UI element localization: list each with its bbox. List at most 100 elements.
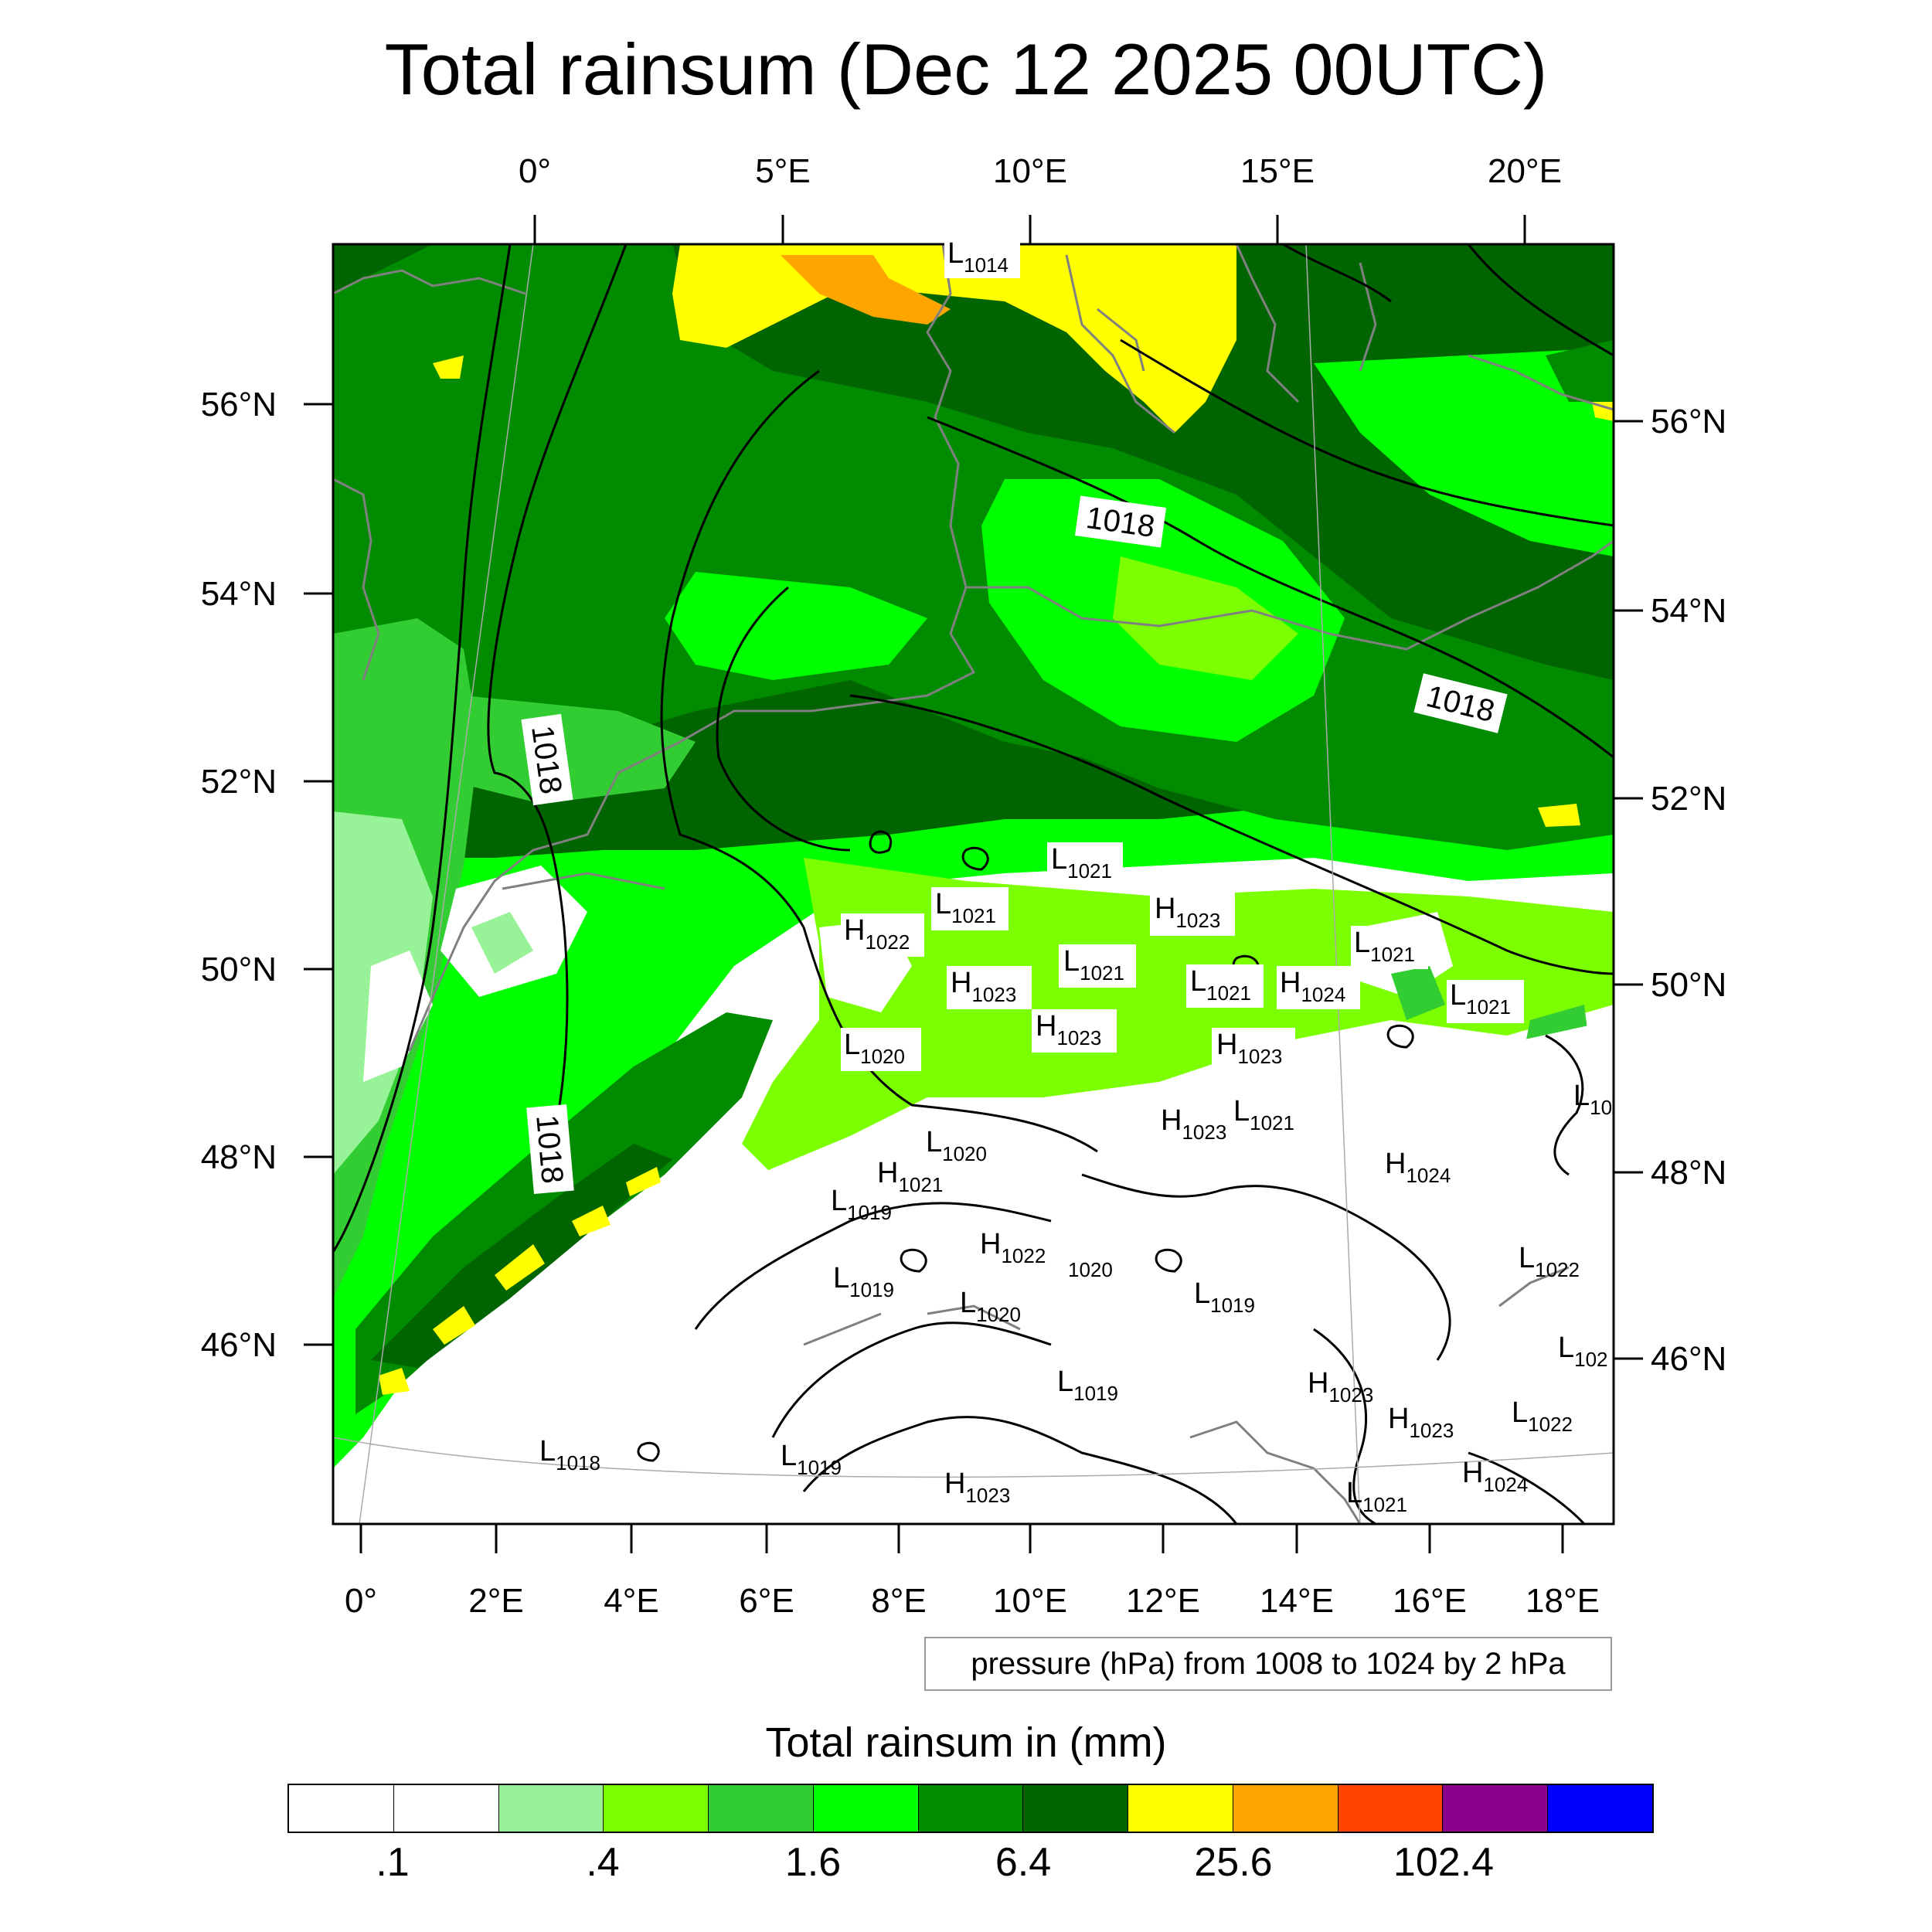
- left-lat-label: 50°N: [201, 951, 277, 988]
- bottom-lon-label: 12°E: [1126, 1582, 1200, 1620]
- pressure-centers: L1014 L1021 L1021 H1023 H1022 L1021 H102…: [539, 237, 1612, 1516]
- bottom-lon-label: 2°E: [468, 1582, 523, 1620]
- right-latitude-labels: 56°N 54°N 52°N 50°N 48°N 46°N: [1651, 403, 1726, 1378]
- colorbar-label: .1: [376, 1840, 410, 1885]
- pressure-center-label: L10: [1573, 1080, 1612, 1119]
- pressure-info-box: pressure (hPa) from 1008 to 1024 by 2 hP…: [924, 1637, 1612, 1691]
- precipitation-field: [333, 244, 1614, 1524]
- left-latitude-labels: 56°N 54°N 52°N 50°N 48°N 46°N: [201, 386, 277, 1364]
- colorbar-swatch: [813, 1785, 919, 1832]
- bottom-lon-label: 8°E: [871, 1582, 926, 1620]
- pressure-center-label: L1018: [539, 1435, 600, 1475]
- colorbar-label: 6.4: [995, 1840, 1052, 1885]
- pressure-center-label: H1023: [1388, 1403, 1454, 1442]
- pressure-center-label: L1021: [1233, 1095, 1294, 1134]
- colorbar-swatch: [918, 1785, 1024, 1832]
- pressure-center-label: H1021: [877, 1157, 943, 1196]
- pressure-center-label: L1019: [1194, 1277, 1255, 1317]
- pressure-center-label: L1019: [833, 1262, 894, 1301]
- pressure-center-label: H1023: [1155, 893, 1220, 932]
- colorbar: [287, 1784, 1654, 1833]
- colorbar-label: 102.4: [1393, 1840, 1495, 1885]
- pressure-center-label: L1019: [831, 1185, 892, 1224]
- top-lon-label: 0°: [519, 152, 551, 190]
- colorbar-swatch: [709, 1785, 814, 1832]
- right-lat-label: 54°N: [1651, 592, 1726, 630]
- right-lat-label: 50°N: [1651, 966, 1726, 1004]
- colorbar-label: 25.6: [1194, 1840, 1273, 1885]
- pressure-center-label: L1021: [1051, 843, 1112, 883]
- colorbar-swatch: [604, 1785, 709, 1832]
- pressure-center-label: H1024: [1385, 1148, 1451, 1187]
- pressure-center-label: L1021: [1450, 979, 1511, 1019]
- pressure-center-label: L1021: [1354, 927, 1415, 966]
- right-lat-label: 48°N: [1651, 1154, 1726, 1192]
- left-lat-label: 54°N: [201, 575, 277, 613]
- colorbar-swatch: [1338, 1785, 1444, 1832]
- top-lon-label: 20°E: [1488, 152, 1562, 190]
- colorbar-label: .4: [586, 1840, 620, 1885]
- bottom-lon-label: 14°E: [1260, 1582, 1334, 1620]
- left-lat-label: 56°N: [201, 386, 277, 423]
- pressure-center-label: L1020: [926, 1126, 987, 1165]
- left-lat-label: 46°N: [201, 1326, 277, 1364]
- right-lat-label: 46°N: [1651, 1340, 1726, 1378]
- bottom-lon-label: 18°E: [1526, 1582, 1600, 1620]
- pressure-center-label: H1022: [844, 914, 910, 954]
- colorbar-swatch: [1548, 1785, 1652, 1832]
- colorbar-swatch: [1443, 1785, 1549, 1832]
- colorbar-swatch: [1023, 1785, 1129, 1832]
- bottom-lon-label: 4°E: [604, 1582, 658, 1620]
- pressure-center-label: L1021: [935, 888, 996, 927]
- pressure-center-label: H1023: [1308, 1367, 1373, 1406]
- pressure-center-label: L102: [1558, 1332, 1608, 1371]
- pressure-center-label: L1020: [844, 1029, 905, 1068]
- pressure-center-label: H1023: [1161, 1104, 1226, 1144]
- bottom-lon-label: 16°E: [1393, 1582, 1467, 1620]
- pressure-center-label: L1022: [1512, 1396, 1573, 1436]
- isobars: [333, 244, 1614, 1524]
- pressure-center-label: H1023: [951, 967, 1016, 1006]
- right-lat-label: 52°N: [1651, 780, 1726, 818]
- left-lat-label: 52°N: [201, 763, 277, 801]
- pressure-center-label: L1014: [947, 237, 1009, 277]
- colorbar-swatch: [1128, 1785, 1233, 1832]
- bottom-longitude-labels: 0° 2°E 4°E 6°E 8°E 10°E 12°E 14°E 16°E 1…: [345, 1582, 1600, 1620]
- top-lon-label: 15°E: [1240, 152, 1315, 190]
- top-longitude-labels: 0° 5°E 10°E 15°E 20°E: [519, 152, 1562, 190]
- bottom-lon-label: 0°: [345, 1582, 377, 1620]
- pressure-center-label: H1024: [1462, 1457, 1528, 1496]
- map-title: Total rainsum (Dec 12 2025 00UTC): [384, 29, 1548, 110]
- coastlines: [333, 244, 1614, 1524]
- pressure-center-label: L1019: [781, 1440, 842, 1479]
- isobar-label: 1018: [529, 1114, 570, 1185]
- pressure-center-label: H1023: [1036, 1010, 1101, 1049]
- stray-label: 1020: [1068, 1258, 1113, 1281]
- colorbar-title: Total rainsum in (mm): [765, 1719, 1167, 1766]
- pressure-center-label: L1021: [1346, 1477, 1407, 1516]
- pressure-center-label: H1024: [1280, 967, 1345, 1006]
- bottom-lon-label: 6°E: [739, 1582, 794, 1620]
- left-lat-label: 48°N: [201, 1138, 277, 1176]
- pressure-center-label: L1019: [1057, 1366, 1118, 1405]
- pressure-center-label: H1023: [1216, 1029, 1282, 1068]
- colorbar-swatch: [289, 1785, 394, 1832]
- isobar-labels: 1018 1018 1018 1018: [521, 495, 1508, 1195]
- pressure-center-label: L1020: [960, 1287, 1021, 1326]
- top-lon-label: 10°E: [993, 152, 1067, 190]
- pressure-center-label: L1022: [1519, 1242, 1580, 1281]
- colorbar-swatch: [393, 1785, 499, 1832]
- bottom-lon-label: 10°E: [993, 1582, 1067, 1620]
- colorbar-swatch: [498, 1785, 604, 1832]
- pressure-center-label: L1021: [1190, 965, 1251, 1005]
- pressure-center-label: H1023: [944, 1468, 1010, 1507]
- tick-marks: [304, 215, 1643, 1553]
- top-lon-label: 5°E: [755, 152, 810, 190]
- pressure-center-label: L1021: [1063, 945, 1124, 985]
- colorbar-swatch: [1233, 1785, 1338, 1832]
- right-lat-label: 56°N: [1651, 403, 1726, 440]
- pressure-center-label: H1022: [980, 1228, 1046, 1267]
- colorbar-label: 1.6: [784, 1840, 842, 1885]
- graticule: [333, 244, 1614, 1524]
